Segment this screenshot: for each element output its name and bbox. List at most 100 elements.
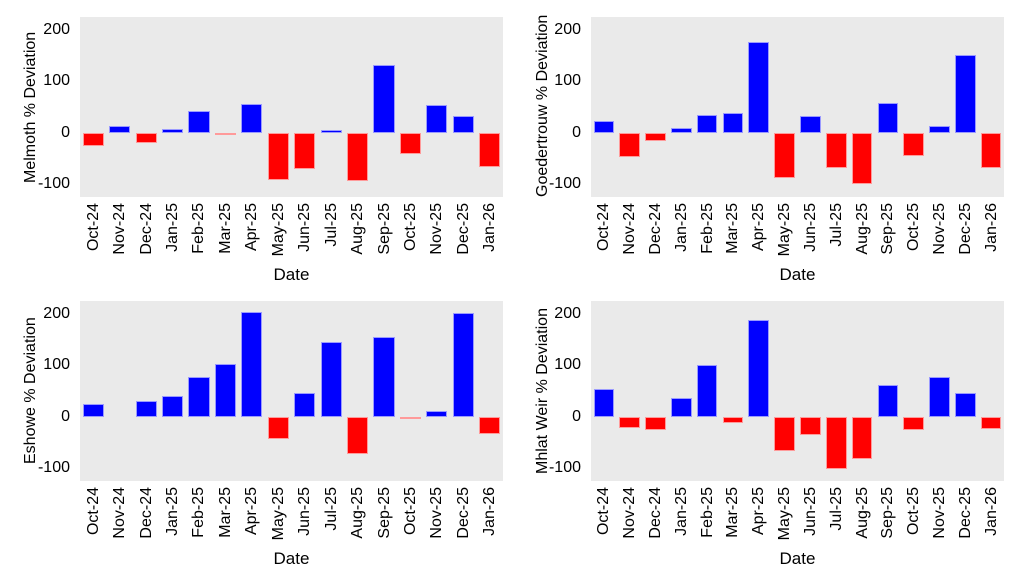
x-tick-label: Dec-25: [454, 487, 472, 539]
bar-mar-25: [214, 363, 236, 417]
bar-jun-25: [800, 416, 821, 436]
plot-area: [80, 17, 503, 197]
x-tick-label: Jan-25: [164, 203, 182, 252]
x-tick-label: Oct-24: [84, 487, 102, 536]
y-axis-label: Mhlat Weir % Deviation: [534, 308, 551, 474]
bar-jan-25: [161, 396, 184, 417]
x-tick-label: Dec-25: [956, 203, 974, 255]
x-tick-label: Mar-25: [724, 203, 742, 254]
bar-oct-24: [82, 132, 104, 147]
bar-oct-25: [903, 416, 924, 431]
y-tick-label: 100: [43, 356, 70, 374]
y-tick-label: 100: [554, 72, 581, 90]
x-tick-label: Jan-25: [672, 203, 690, 252]
x-tick-label: Nov-25: [930, 487, 948, 539]
bar-may-25: [267, 132, 289, 181]
x-tick-label: Feb-25: [190, 487, 208, 538]
bar-jul-25: [320, 341, 342, 417]
bar-oct-24: [593, 389, 615, 417]
x-tick-label: Nov-24: [621, 203, 639, 255]
bar-sep-25: [373, 65, 395, 133]
y-tick-label: 200: [43, 20, 70, 38]
bar-oct-25: [399, 416, 422, 419]
bar-jun-25: [800, 115, 821, 133]
bar-jun-25: [294, 392, 316, 417]
bar-dec-25: [954, 393, 976, 417]
bar-jan-25: [671, 127, 692, 133]
bar-nov-24: [619, 416, 641, 429]
x-axis-label: Date: [779, 265, 816, 284]
x-tick-label: Feb-25: [698, 487, 716, 538]
bar-aug-25: [851, 416, 873, 460]
bar-feb-25: [696, 365, 718, 417]
bar-may-25: [774, 132, 795, 178]
y-tick-label: -100: [37, 175, 70, 193]
x-tick-label: Oct-25: [905, 487, 923, 536]
x-tick-label: Feb-25: [190, 203, 208, 254]
bar-may-25: [774, 416, 795, 451]
bar-jul-25: [825, 132, 847, 168]
y-tick-label: -100: [548, 175, 581, 193]
bar-jul-25: [320, 129, 342, 133]
bar-dec-25: [452, 313, 474, 417]
x-axis-label: Date: [273, 265, 310, 284]
y-axis-label: Eshowe % Deviation: [22, 317, 39, 465]
bar-mar-25: [722, 416, 744, 423]
chart-goedertrouw: Goedertrouw % Deviation Date 200 100 0 -100…: [512, 0, 1024, 292]
chart-eshowe: Eshowe % Deviation Date 200 100 0 -100 Oct-2…: [0, 292, 512, 585]
plot-area: [591, 301, 1004, 481]
bar-feb-25: [188, 111, 210, 133]
bar-jan-25: [161, 128, 184, 133]
y-tick-label: -100: [37, 459, 70, 477]
x-tick-label: Apr-25: [750, 203, 768, 252]
bar-dec-24: [135, 132, 157, 143]
y-axis-label: Goedertrouw % Deviation: [534, 14, 551, 197]
x-tick-label: Jan-25: [672, 487, 690, 536]
y-tick-label: -100: [548, 459, 581, 477]
bar-apr-25: [241, 103, 263, 133]
x-tick-label: Aug-25: [853, 487, 871, 539]
x-tick-label: Aug-25: [853, 203, 871, 255]
y-tick-label: 200: [43, 304, 70, 322]
chart-melmoth: Melmoth % Deviation Date 200 100 0 -100 Oct-…: [0, 0, 512, 292]
x-tick-label: Oct-25: [401, 203, 419, 252]
bar-apr-25: [241, 311, 263, 417]
x-tick-label: Apr-25: [750, 487, 768, 536]
bar-jan-25: [671, 398, 692, 417]
x-tick-label: Jul-25: [827, 203, 845, 247]
bar-apr-25: [748, 320, 770, 417]
y-tick-label: 200: [554, 304, 581, 322]
x-tick-label: Apr-25: [243, 203, 261, 252]
plot-area: [591, 17, 1004, 197]
x-tick-label: Nov-24: [111, 203, 129, 255]
chart-mhlat-weir: Mhlat Weir % Deviation Date 200 100 0 -100 O…: [512, 292, 1024, 585]
bar-sep-25: [877, 384, 899, 417]
x-tick-label: Dec-25: [956, 487, 974, 539]
bar-sep-25: [373, 337, 395, 417]
x-tick-label: May-25: [269, 487, 287, 541]
x-tick-label: Aug-25: [349, 487, 367, 539]
x-tick-label: Oct-24: [84, 203, 102, 252]
x-tick-label: Feb-25: [698, 203, 716, 254]
bar-sep-25: [877, 102, 899, 133]
bar-nov-25: [426, 104, 448, 133]
bar-mar-25: [722, 113, 744, 133]
bar-mar-25: [214, 132, 236, 135]
x-tick-label: Nov-24: [111, 487, 129, 539]
bar-apr-25: [748, 41, 770, 133]
y-tick-label: 0: [572, 407, 581, 425]
bar-nov-25: [426, 410, 448, 417]
x-tick-label: Jun-25: [296, 203, 314, 252]
x-tick-label: Sep-25: [375, 487, 393, 539]
x-tick-label: Dec-24: [137, 487, 155, 539]
x-tick-label: Jan-26: [982, 203, 1000, 252]
y-tick-label: 0: [61, 123, 70, 141]
x-tick-label: May-25: [776, 487, 794, 541]
x-tick-label: Nov-25: [930, 203, 948, 255]
bar-nov-25: [929, 376, 950, 417]
bar-oct-24: [82, 403, 104, 417]
x-axis-label: Date: [273, 549, 310, 568]
x-tick-label: Aug-25: [349, 203, 367, 255]
bar-nov-25: [929, 126, 950, 133]
bar-may-25: [267, 416, 289, 439]
